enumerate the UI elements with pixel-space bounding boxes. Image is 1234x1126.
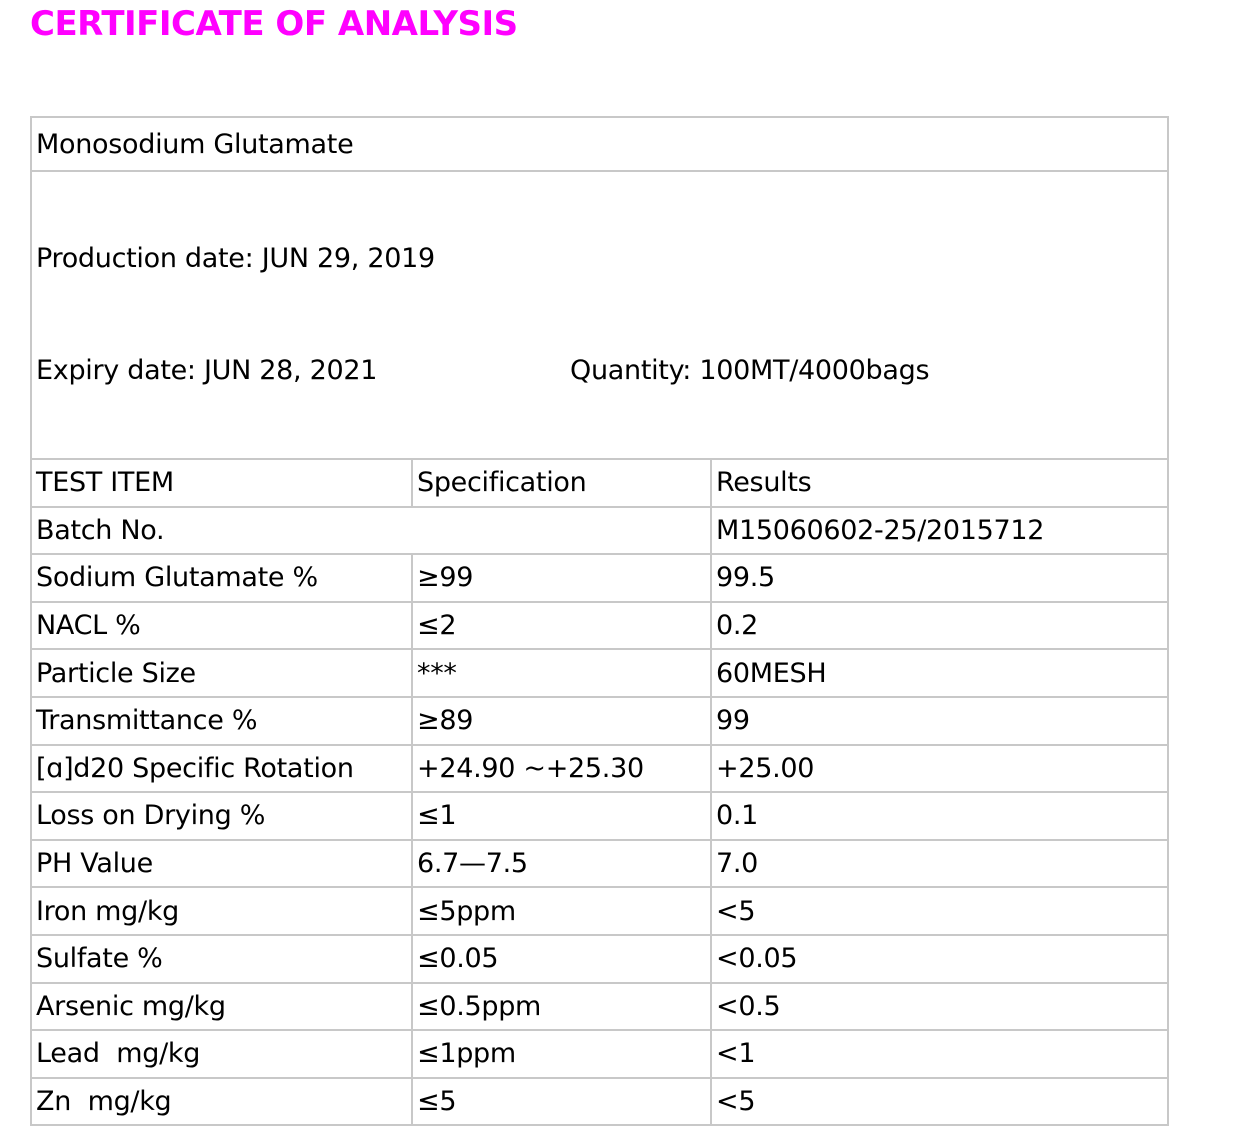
cell: Iron mg/kg (30, 886, 413, 936)
cell: 99 (710, 695, 1169, 746)
header-cell: Specification (411, 458, 712, 508)
cell: ≤0.05 (411, 933, 712, 984)
data-row: Loss on Drying % ≤1 0.1 (30, 791, 1169, 841)
cell: Arsenic mg/kg (30, 981, 413, 1032)
cell: <5 (710, 1076, 1169, 1126)
cell: *** (411, 648, 712, 698)
page: CERTIFICATE OF ANALYSIS Monosodium Gluta… (30, 4, 1169, 1126)
cell: ≤2 (411, 600, 712, 651)
header-cell: TEST ITEM (30, 458, 413, 508)
data-row: [ɑ]d20 Specific Rotation +24.90 ~+25.30 +2… (30, 743, 1169, 794)
cell: 60MESH (710, 648, 1169, 698)
data-row: Sodium Glutamate % ≥99 99.5 (30, 553, 1169, 603)
data-row: PH Value 6.7—7.5 7.0 (30, 838, 1169, 889)
data-row: Sulfate % ≤0.05 <0.05 (30, 933, 1169, 984)
cell: M15060602-25/2015712 (710, 505, 1169, 556)
cell: ≥99 (411, 553, 712, 603)
cell: <1 (710, 1029, 1169, 1079)
cell: 99.5 (710, 553, 1169, 603)
cell: Transmittance % (30, 695, 413, 746)
cell: 7.0 (710, 838, 1169, 889)
cell: Particle Size (30, 648, 413, 698)
analysis-table: Monosodium Glutamate Production date: JU… (30, 116, 1169, 1126)
cell: ≤5 (411, 1076, 712, 1126)
cell: 0.1 (710, 791, 1169, 841)
cell: <5 (710, 886, 1169, 936)
cell: ≥89 (411, 695, 712, 746)
cell: Sulfate % (30, 933, 413, 984)
data-row: NACL % ≤2 0.2 (30, 600, 1169, 651)
cell: PH Value (30, 838, 413, 889)
cell: <0.5 (710, 981, 1169, 1032)
data-row: Lead mg/kg ≤1ppm <1 (30, 1029, 1169, 1079)
data-row: Transmittance % ≥89 99 (30, 695, 1169, 746)
header-cell: Results (710, 458, 1169, 508)
info-row: Production date: JUN 29, 2019 Expiry dat… (30, 170, 1169, 460)
info-cell: Production date: JUN 29, 2019 Expiry dat… (30, 170, 1169, 460)
expiry-date: Expiry date: JUN 28, 2021 (36, 355, 378, 386)
data-row: Iron mg/kg ≤5ppm <5 (30, 886, 1169, 936)
cell: +25.00 (710, 743, 1169, 794)
cell: Lead mg/kg (30, 1029, 413, 1079)
title: CERTIFICATE OF ANALYSIS (30, 4, 518, 44)
product-row: Monosodium Glutamate (30, 116, 1169, 172)
cell: Zn mg/kg (30, 1076, 413, 1126)
cell: NACL % (30, 600, 413, 651)
cell: ≤1 (411, 791, 712, 841)
data-row: Particle Size *** 60MESH (30, 648, 1169, 698)
cell: ≤0.5ppm (411, 981, 712, 1032)
cell: ≤5ppm (411, 886, 712, 936)
production-date: Production date: JUN 29, 2019 (36, 243, 435, 274)
expiry-line: Expiry date: JUN 28, 2021 Quantity: 100MT… (36, 346, 1166, 396)
product: Monosodium Glutamate (30, 116, 1169, 172)
cell: [ɑ]d20 Specific Rotation (30, 743, 413, 794)
data-row: Zn mg/kg ≤5 <5 (30, 1076, 1169, 1126)
cell: 6.7—7.5 (411, 838, 712, 889)
cell: ≤1ppm (411, 1029, 712, 1079)
cell: Sodium Glutamate % (30, 553, 413, 603)
cell: +24.90 ~+25.30 (411, 743, 712, 794)
data-row: Batch No. M15060602-25/2015712 (30, 505, 1169, 556)
data-row: Arsenic mg/kg ≤0.5ppm <0.5 (30, 981, 1169, 1032)
cell: Loss on Drying % (30, 791, 413, 841)
cell: <0.05 (710, 933, 1169, 984)
quantity: Quantity: 100MT/4000bags (570, 355, 930, 386)
cell: 0.2 (710, 600, 1169, 651)
cell: Batch No. (30, 505, 712, 556)
header-row: TEST ITEM Specification Results (30, 458, 1169, 508)
